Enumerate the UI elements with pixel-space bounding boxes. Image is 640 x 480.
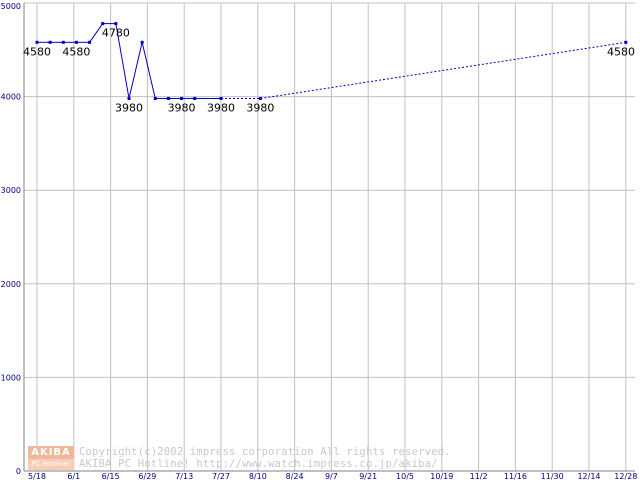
- data-point: [88, 40, 92, 44]
- x-tick-label: 7/13: [175, 472, 193, 480]
- x-tick-label: 12/28: [614, 472, 637, 480]
- copyright-watermark: AKIBA PC Hotline! Copyright(c)2002 impre…: [28, 446, 528, 470]
- y-axis-ticks: 0 1000 2000 3000 4000 5000: [1, 2, 21, 476]
- x-tick-label: 10/19: [430, 472, 453, 480]
- series-segment: [141, 42, 156, 99]
- x-tick-label: 12/14: [577, 472, 600, 480]
- akiba-logo: AKIBA PC Hotline!: [28, 446, 74, 470]
- y-tick-label: 5000: [1, 2, 21, 11]
- x-tick-label: 11/2: [470, 472, 488, 480]
- y-tick-label: 2000: [1, 280, 21, 289]
- data-point: [180, 96, 184, 100]
- data-point: [114, 22, 118, 26]
- data-point: [219, 96, 223, 100]
- data-point: [193, 96, 197, 100]
- series-segment: [115, 23, 130, 99]
- logo-bottom-text: PC Hotline!: [28, 459, 74, 470]
- series-segment: [260, 41, 626, 99]
- x-tick-label: 7/27: [212, 472, 230, 480]
- data-point: [101, 22, 105, 26]
- data-point: [61, 40, 65, 44]
- data-point: [35, 40, 39, 44]
- data-point: [624, 40, 628, 44]
- price-series: [35, 22, 628, 100]
- data-label: 3980: [246, 101, 274, 114]
- x-tick-label: 11/16: [504, 472, 527, 480]
- x-axis-ticks: 5/18 6/1 6/15 6/29 7/13 7/27 8/10 8/24 9/7 9/21 10…: [28, 472, 637, 480]
- site-url-line: AKIBA PC Hotline! http://www.watch.impre…: [79, 458, 438, 470]
- series-segment: [128, 42, 143, 99]
- x-tick-label: 5/18: [28, 472, 46, 480]
- data-point: [48, 40, 52, 44]
- chart-axes: [23, 3, 635, 472]
- x-tick-label: 8/24: [286, 472, 304, 480]
- data-point: [140, 40, 144, 44]
- chart-grid: [24, 2, 635, 471]
- data-label: 4580: [62, 45, 90, 58]
- x-tick-label: 10/5: [396, 472, 414, 480]
- y-tick-label: 1000: [1, 373, 21, 382]
- x-tick-label: 6/15: [102, 472, 120, 480]
- x-tick-label: 6/29: [138, 472, 156, 480]
- data-label: 3980: [207, 101, 235, 114]
- x-tick-label: 6/1: [67, 472, 80, 480]
- x-tick-label: 9/21: [359, 472, 377, 480]
- data-label: 4780: [102, 27, 130, 40]
- y-tick-label: 0: [16, 467, 21, 476]
- data-point: [258, 96, 262, 100]
- data-label: 4580: [607, 45, 635, 58]
- series-segment: [89, 23, 104, 43]
- data-point: [127, 96, 131, 100]
- data-point: [166, 96, 170, 100]
- x-tick-label: 8/10: [249, 472, 267, 480]
- y-tick-label: 4000: [1, 93, 21, 102]
- copyright-line: Copyright(c)2002 impress corporation All…: [79, 446, 451, 458]
- data-label: 4580: [23, 45, 51, 58]
- logo-top-text: AKIBA: [28, 446, 74, 459]
- data-point: [74, 40, 78, 44]
- x-tick-label: 9/7: [325, 472, 338, 480]
- y-tick-label: 3000: [1, 186, 21, 195]
- data-label: 3980: [115, 101, 143, 114]
- data-point: [153, 96, 157, 100]
- x-tick-label: 11/30: [541, 472, 564, 480]
- data-labels: 4580 4580 4780 3980 3980 3980 3980 4580: [23, 27, 635, 115]
- data-label: 3980: [168, 101, 196, 114]
